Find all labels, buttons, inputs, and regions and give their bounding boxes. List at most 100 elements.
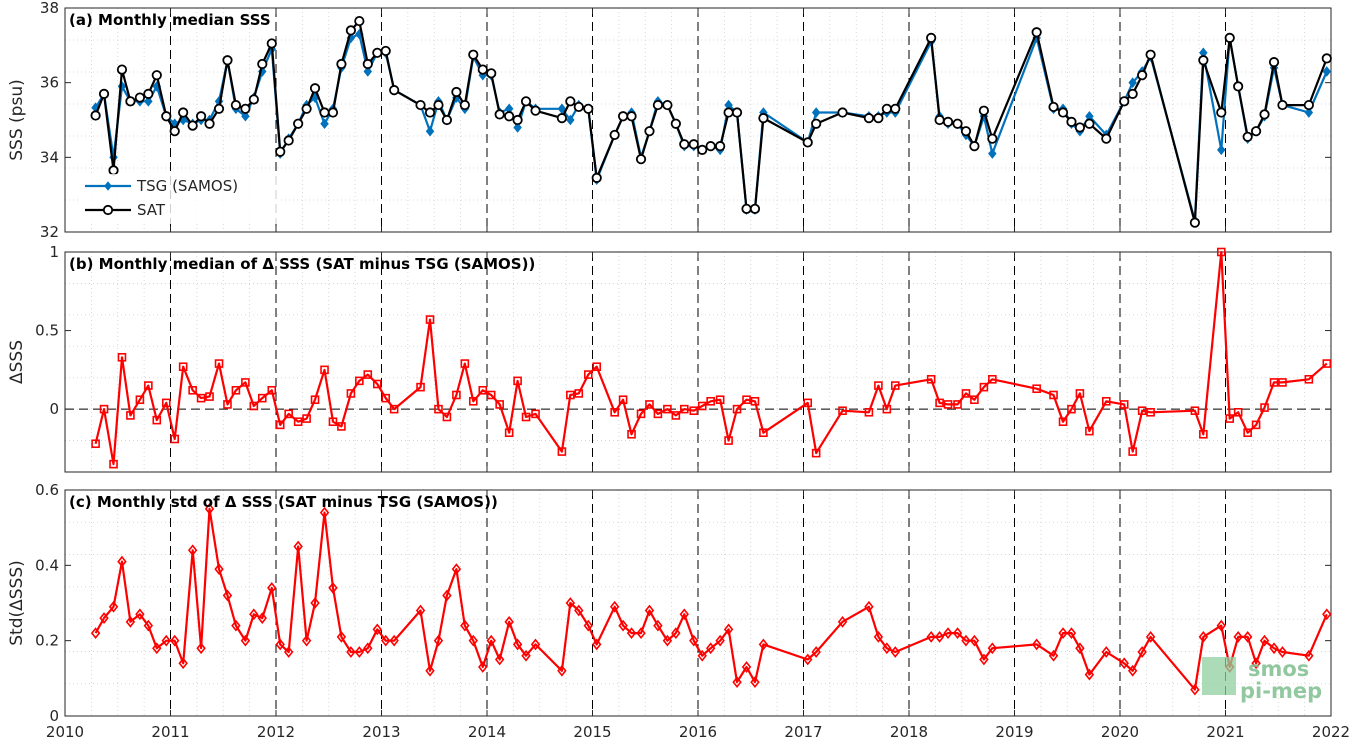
data-point-sat [565,96,576,107]
data-point-delta-sss [1032,384,1041,394]
data-point-std [961,634,971,647]
data-point-sat [644,126,655,137]
data-point-sat [1084,118,1095,129]
data-point-sat [609,129,620,141]
data-point-sat [837,107,848,118]
data-point-delta-sss [838,406,847,416]
data-point-std [934,631,945,643]
data-point-sat [662,99,673,111]
data-point-delta-sss [1137,406,1147,416]
x-tick-label: 2010 [46,723,84,741]
data-point-delta-sss [618,395,628,405]
data-point-delta-sss [653,409,663,419]
data-point-std [504,615,514,628]
data-point-delta-sss [679,404,689,414]
data-point-sat [1277,99,1288,111]
data-point-delta-sss [1322,359,1332,368]
data-point-sat [486,68,497,79]
series-line [94,250,1328,466]
panel-title: (a) Monthly median SSS [69,11,271,29]
series-line [94,507,1328,691]
data-point-delta-sss [1075,389,1085,398]
data-point-delta-sss [935,398,944,408]
data-point-tsg [988,148,997,159]
data-point-std [117,555,127,568]
data-point-sat [134,92,146,103]
data-point-sat [213,103,225,114]
data-point-std [803,653,813,666]
data-point-sat [1066,116,1077,127]
legend-marker-circle [102,204,114,216]
data-point-std [108,600,119,613]
data-point-sat [512,114,523,126]
data-point-delta-sss [223,400,232,409]
data-point-sat [934,114,945,126]
data-point-delta-sss [320,365,329,375]
data-point-delta-sss [1233,407,1243,417]
logo-line-2: pi-mep [1240,679,1322,703]
data-point-std [1216,619,1226,632]
data-point-delta-sss [1119,400,1129,409]
data-point-std [178,657,188,670]
data-point-sat [327,107,339,118]
data-point-sat [873,113,884,124]
panel-title: (c) Monthly std of Δ SSS (SAT minus TSG … [69,493,498,511]
data-point-delta-sss [566,390,575,400]
data-point-delta-sss [267,385,277,395]
data-point-sat [1031,27,1042,38]
data-point-std [864,600,874,613]
data-point-delta-sss [214,359,224,368]
data-point-delta-sss [416,382,425,392]
data-point-delta-sss [715,395,725,405]
data-point-sat [240,103,251,114]
data-point-std [715,634,725,647]
data-point-std [1101,646,1111,658]
data-point-std [1259,634,1270,647]
y-axis-label: ΔSSS [7,340,27,384]
y-tick-label: 38 [40,0,59,17]
data-point-std [662,634,673,647]
data-point-delta-sss [275,420,285,430]
data-point-delta-sss [1269,378,1279,387]
legend-label: TSG (SAMOS) [136,177,238,195]
data-point-delta-sss [557,447,567,456]
data-point-delta-sss [249,401,259,411]
data-point-delta-sss [434,404,443,414]
data-point-delta-sss [1304,374,1314,384]
data-point-std [987,642,998,655]
data-point-sat [248,94,259,105]
data-point-std [187,544,198,557]
data-point-sat [749,203,761,214]
data-point-std [1322,608,1332,621]
x-tick-label: 2016 [679,723,717,741]
data-point-sat [494,109,505,120]
y-tick-label: 32 [40,223,59,241]
data-point-sat [161,111,172,122]
data-point-sat [108,165,119,176]
data-point-std [196,642,206,655]
data-point-sat [591,172,602,183]
data-point-sat [1137,70,1148,81]
data-point-sat [758,113,769,124]
data-point-delta-sss [583,370,593,379]
data-point-std [890,646,900,658]
data-point-sat [626,111,637,122]
data-point-delta-sss [671,411,681,420]
data-point-delta-sss [592,362,602,372]
data-point-delta-sss [302,414,311,423]
data-point-std [415,604,426,617]
data-point-sat [151,70,162,81]
data-point-std [565,597,576,609]
legend-label: SAT [137,201,166,219]
data-point-delta-sss [231,385,241,395]
data-point-std [161,634,171,647]
data-point-delta-sss [460,359,470,368]
data-point-std [1242,631,1253,643]
data-point-delta-sss [257,393,267,403]
data-point-std [442,589,452,602]
data-point-delta-sss [531,409,540,419]
data-point-tsg [811,107,821,118]
data-point-tsg [1128,77,1137,88]
data-point-std [319,506,330,519]
data-point-sat [802,137,813,148]
